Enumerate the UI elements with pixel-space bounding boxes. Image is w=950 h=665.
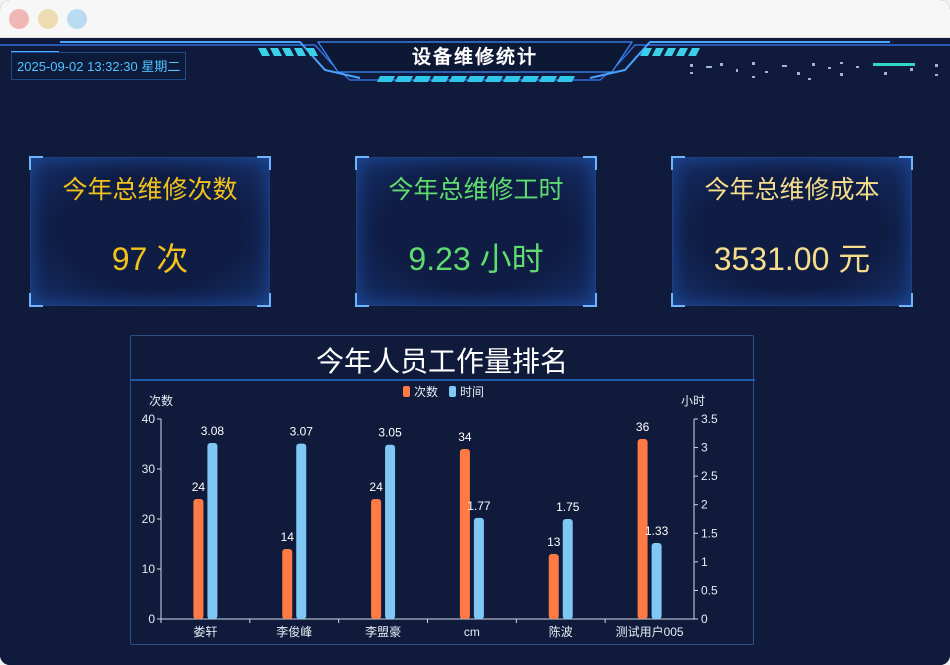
stat-card-value: 9.23 小时 — [408, 241, 544, 277]
chart-bar — [548, 554, 559, 619]
corner-decoration — [671, 293, 685, 307]
bar-value-label: 3.05 — [378, 426, 402, 440]
chart-title: 今年人员工作量排名 — [315, 346, 568, 377]
chart-bar — [207, 443, 218, 619]
bar-value-label: 24 — [192, 480, 206, 494]
bar-value-label: 24 — [369, 480, 383, 494]
y-tick-label-right: 2.5 — [701, 469, 718, 483]
window-titlebar — [0, 0, 950, 38]
y-tick-label-right: 2 — [701, 498, 708, 512]
minimize-window-button[interactable] — [38, 9, 58, 29]
stat-card-value: 97 次 — [111, 241, 189, 277]
chart-bar — [385, 444, 396, 619]
y-axis-title-left: 次数 — [149, 393, 173, 408]
legend-swatch — [449, 386, 456, 397]
bar-value-label: 14 — [281, 530, 295, 544]
y-tick-label-left: 30 — [142, 462, 156, 476]
x-tick-label: 娄轩 — [193, 624, 217, 639]
corner-decoration — [257, 156, 271, 170]
x-tick-label: cm — [464, 625, 480, 639]
x-tick-label: 李盟豪 — [365, 624, 401, 639]
y-tick-label-right: 3.5 — [701, 412, 718, 426]
chart-bar — [282, 549, 293, 619]
corner-decoration — [355, 293, 369, 307]
stat-card-title: 今年总维修次数 — [62, 176, 238, 204]
corner-decoration — [355, 156, 369, 170]
workload-ranking-panel: 次数 时间 次数 小时 0 10 20 30 40 0 0.5 1 1.5 2 2.5 3 3.5 娄轩 24 3.0… — [130, 335, 755, 645]
bar-value-label: 3.08 — [201, 424, 225, 438]
y-axis-title-right: 小时 — [681, 394, 705, 408]
corner-decoration — [29, 293, 43, 307]
stat-card-title: 今年总维修成本 — [704, 176, 880, 204]
chart-bar — [562, 519, 573, 619]
bar-value-label: 36 — [636, 420, 650, 434]
chart-bar — [371, 499, 382, 619]
bar-value-label: 1.77 — [467, 499, 491, 513]
y-tick-label-left: 40 — [142, 412, 156, 426]
y-tick-label-right: 1 — [701, 555, 708, 569]
chart-bar — [193, 499, 204, 619]
x-tick-label: 陈波 — [549, 624, 573, 639]
y-tick-label-right: 1.5 — [701, 526, 718, 540]
corner-decoration — [899, 293, 913, 307]
legend-label: 时间 — [460, 385, 484, 399]
y-tick-label-left: 20 — [142, 512, 156, 526]
chart-bar — [637, 439, 648, 619]
stat-card-repair-count: 今年总维修次数 97 次 — [29, 156, 271, 307]
y-tick-label-left: 10 — [142, 562, 156, 576]
chart-bar — [296, 443, 307, 619]
close-window-button[interactable] — [9, 9, 29, 29]
corner-decoration — [29, 156, 43, 170]
stat-card-repair-hours: 今年总维修工时 9.23 小时 — [355, 156, 597, 307]
legend-label: 次数 — [414, 384, 438, 399]
dashboard-screen: 2025-09-02 13:32:30 星期二 设备维修统计 今年总维修次数 9… — [0, 38, 950, 665]
stat-card-repair-cost: 今年总维修成本 3531.00 元 — [671, 156, 913, 307]
header-frame-decoration — [0, 41, 950, 82]
stat-card-value: 3531.00 元 — [713, 241, 871, 277]
y-tick-label-right: 0.5 — [701, 583, 718, 597]
corner-decoration — [671, 156, 685, 170]
corner-decoration — [583, 156, 597, 170]
y-tick-label-left: 0 — [148, 612, 155, 626]
chart-bar — [651, 543, 662, 619]
bar-value-label: 1.75 — [556, 500, 580, 514]
bar-value-label: 1.33 — [645, 524, 669, 538]
x-tick-label: 测试用户005 — [616, 624, 684, 639]
stat-card-title: 今年总维修工时 — [388, 176, 564, 204]
legend-swatch — [403, 386, 410, 397]
zoom-window-button[interactable] — [67, 9, 87, 29]
page-title: 设备维修统计 — [411, 47, 538, 68]
y-tick-label-right: 3 — [701, 441, 708, 455]
corner-decoration — [583, 293, 597, 307]
bar-value-label: 3.07 — [290, 425, 314, 439]
y-tick-label-right: 0 — [701, 612, 708, 626]
chart-bar — [473, 517, 484, 619]
chart-bar — [459, 449, 470, 619]
x-tick-label: 李俊峰 — [276, 624, 312, 639]
corner-decoration — [899, 156, 913, 170]
corner-decoration — [257, 293, 271, 307]
bar-value-label: 34 — [458, 430, 472, 444]
datetime-display: 2025-09-02 13:32:30 星期二 — [11, 52, 187, 80]
bar-value-label: 13 — [547, 535, 561, 549]
